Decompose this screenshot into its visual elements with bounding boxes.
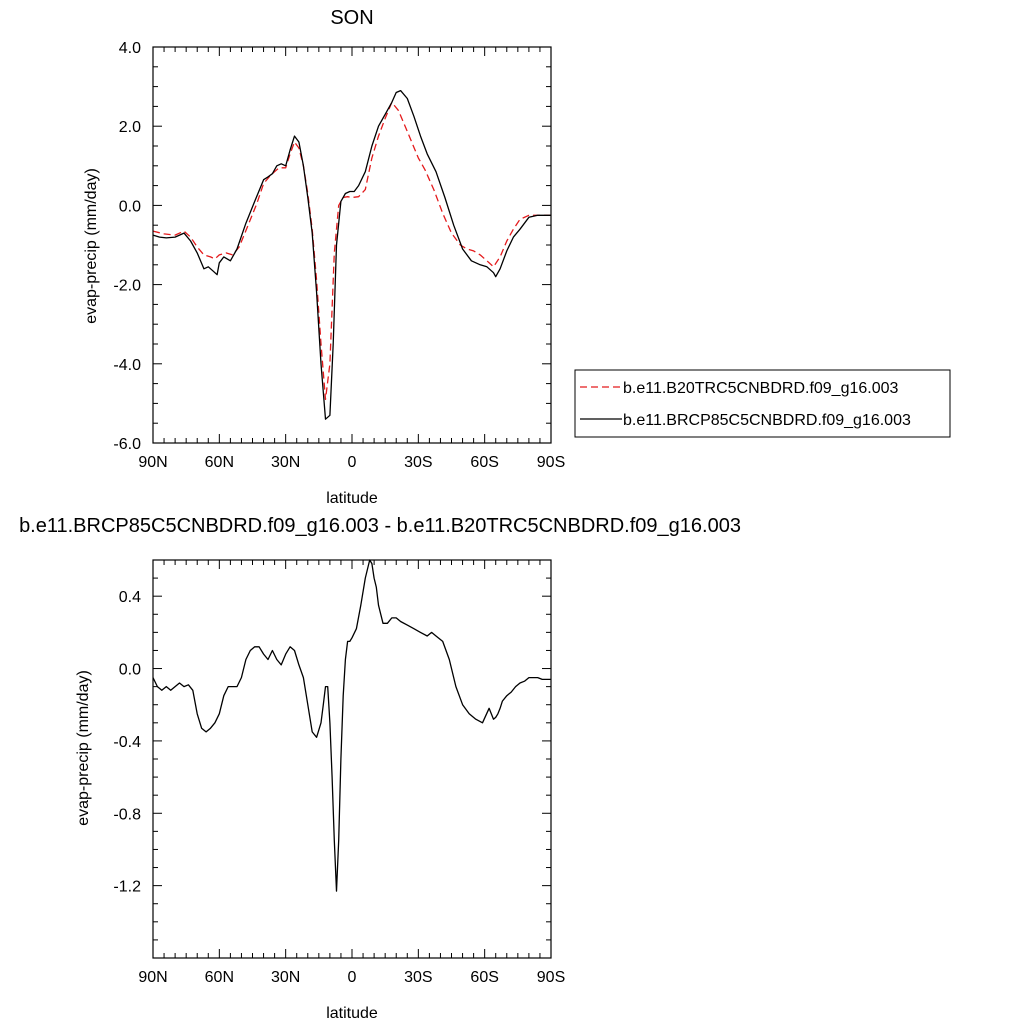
y-tick-label: -2.0	[113, 278, 141, 295]
y-tick-label: 0.4	[119, 589, 141, 606]
y-tick-label: -0.8	[113, 806, 141, 823]
y-tick-label: -0.4	[113, 734, 141, 751]
top-plot-title: SON	[330, 7, 373, 29]
y-tick-label: -1.2	[113, 879, 141, 896]
y-tick-label: 0.0	[119, 198, 141, 215]
x-tick-label: 30S	[404, 969, 432, 986]
x-tick-label: 30N	[271, 454, 300, 471]
y-tick-label: 2.0	[119, 119, 141, 136]
bottom-plot-title: b.e11.BRCP85C5CNBDRD.f09_g16.003 - b.e11…	[19, 515, 741, 537]
x-tick-label: 30S	[404, 454, 432, 471]
bottom-plot: b.e11.BRCP85C5CNBDRD.f09_g16.003 - b.e11…	[19, 515, 741, 1022]
top-plot-lines	[152, 89, 551, 420]
bottom-plot-ylabel: evap-precip (mm/day)	[75, 670, 92, 826]
bottom-plot-ticks: 90N 60N 30N 0 30S 60S 90S -1.2 -0.8 -0.4 0.0 0.4	[113, 559, 565, 986]
x-tick-label: 0	[348, 969, 357, 986]
x-tick-label: 90S	[537, 969, 565, 986]
bottom-plot-xlabel: latitude	[326, 1005, 378, 1022]
x-tick-label: 0	[348, 454, 357, 471]
top-plot: SON evap-precip (mm/day) latitude 90N 60N…	[83, 7, 565, 507]
x-tick-label: 30N	[271, 969, 300, 986]
top-plot-ylabel: evap-precip (mm/day)	[83, 168, 100, 324]
y-tick-label: 4.0	[119, 40, 141, 57]
top-plot-ticks: 90N 60N 30N 0 30S 60S 90S -6.0 -4.0 -2.0 0.0 2.0 4.0	[113, 40, 565, 471]
x-tick-label: 60S	[470, 969, 498, 986]
bottom-plot-series-0	[152, 559, 551, 892]
top-plot-xlabel: latitude	[326, 490, 378, 507]
bottom-plot-frame	[152, 559, 552, 959]
legend: b.e11.B20TRC5CNBDRD.f09_g16.003 b.e11.BR…	[574, 369, 951, 438]
legend-box	[574, 369, 951, 438]
top-plot-series-0	[152, 101, 551, 401]
legend-label-0: b.e11.B20TRC5CNBDRD.f09_g16.003	[623, 380, 899, 397]
top-plot-series-1	[152, 89, 551, 420]
y-tick-label: 0.0	[119, 662, 141, 679]
x-tick-label: 90N	[138, 969, 167, 986]
x-tick-label: 90S	[537, 454, 565, 471]
x-tick-label: 60N	[205, 969, 234, 986]
bottom-plot-lines	[152, 559, 551, 892]
y-tick-label: -4.0	[113, 357, 141, 374]
x-tick-label: 60S	[470, 454, 498, 471]
x-tick-label: 60N	[205, 454, 234, 471]
y-tick-label: -6.0	[113, 436, 141, 453]
legend-label-1: b.e11.BRCP85C5CNBDRD.f09_g16.003	[623, 412, 911, 429]
top-plot-frame	[152, 46, 552, 444]
x-tick-label: 90N	[138, 454, 167, 471]
